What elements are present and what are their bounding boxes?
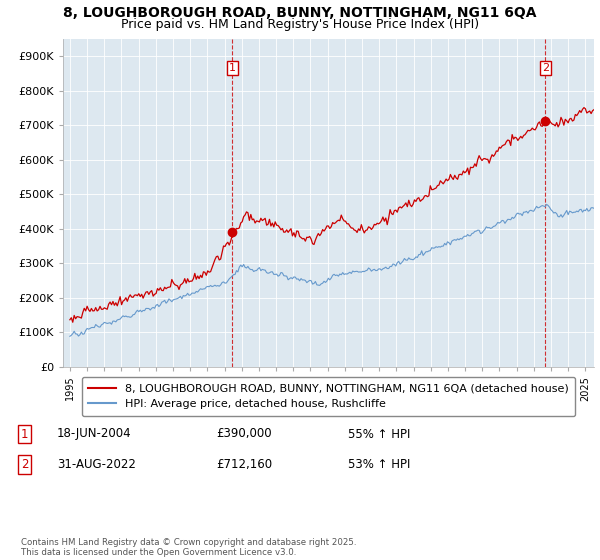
Text: 55% ↑ HPI: 55% ↑ HPI [348, 427, 410, 441]
Text: £390,000: £390,000 [216, 427, 272, 441]
Text: 53% ↑ HPI: 53% ↑ HPI [348, 458, 410, 472]
Text: 8, LOUGHBOROUGH ROAD, BUNNY, NOTTINGHAM, NG11 6QA: 8, LOUGHBOROUGH ROAD, BUNNY, NOTTINGHAM,… [63, 6, 537, 20]
Text: Price paid vs. HM Land Registry's House Price Index (HPI): Price paid vs. HM Land Registry's House … [121, 18, 479, 31]
Text: 1: 1 [229, 63, 236, 73]
Text: 1: 1 [21, 427, 29, 441]
Text: 2: 2 [21, 458, 29, 472]
Text: 18-JUN-2004: 18-JUN-2004 [57, 427, 131, 441]
Legend: 8, LOUGHBOROUGH ROAD, BUNNY, NOTTINGHAM, NG11 6QA (detached house), HPI: Average: 8, LOUGHBOROUGH ROAD, BUNNY, NOTTINGHAM,… [82, 376, 575, 416]
Text: 31-AUG-2022: 31-AUG-2022 [57, 458, 136, 472]
Text: £712,160: £712,160 [216, 458, 272, 472]
Text: Contains HM Land Registry data © Crown copyright and database right 2025.
This d: Contains HM Land Registry data © Crown c… [21, 538, 356, 557]
Text: 2: 2 [542, 63, 549, 73]
